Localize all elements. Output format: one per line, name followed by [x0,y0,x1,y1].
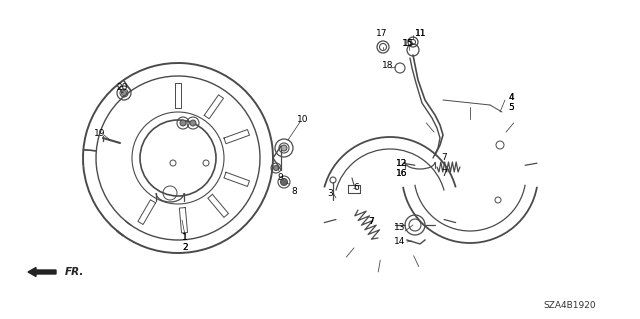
Text: 15: 15 [403,39,413,48]
Text: 11: 11 [415,28,427,38]
Text: 2: 2 [182,242,188,251]
Text: 19: 19 [94,129,106,137]
Text: 16: 16 [396,168,408,177]
Text: 7: 7 [368,218,374,226]
Text: 8: 8 [291,188,297,197]
Text: 18: 18 [382,61,394,70]
Text: 17: 17 [376,28,388,38]
Text: 4: 4 [508,93,514,101]
Text: 11: 11 [415,28,427,38]
Text: 20: 20 [116,84,128,93]
Text: 7: 7 [441,168,447,177]
Text: 2: 2 [182,242,188,251]
Text: 14: 14 [394,238,406,247]
Circle shape [180,120,186,126]
Text: 13: 13 [394,224,406,233]
Text: 5: 5 [508,103,514,113]
Text: 7: 7 [441,153,447,162]
Text: 16: 16 [396,168,408,177]
Circle shape [280,179,287,186]
Text: 12: 12 [396,159,408,167]
Text: 1: 1 [182,233,188,241]
Text: 12: 12 [396,159,408,167]
Circle shape [281,145,287,151]
Text: 9: 9 [277,174,283,182]
Text: 7: 7 [368,218,374,226]
FancyArrow shape [28,268,56,277]
Text: 1: 1 [182,233,188,241]
Text: 15: 15 [403,39,415,48]
Circle shape [122,91,127,95]
Circle shape [190,120,196,126]
Text: 6: 6 [353,183,359,192]
Text: 10: 10 [297,115,308,124]
Circle shape [273,166,278,170]
Text: SZA4B1920: SZA4B1920 [544,300,596,309]
Text: 5: 5 [508,103,514,113]
Text: 4: 4 [508,93,514,101]
Text: FR.: FR. [65,267,84,277]
Text: 3: 3 [327,189,333,197]
